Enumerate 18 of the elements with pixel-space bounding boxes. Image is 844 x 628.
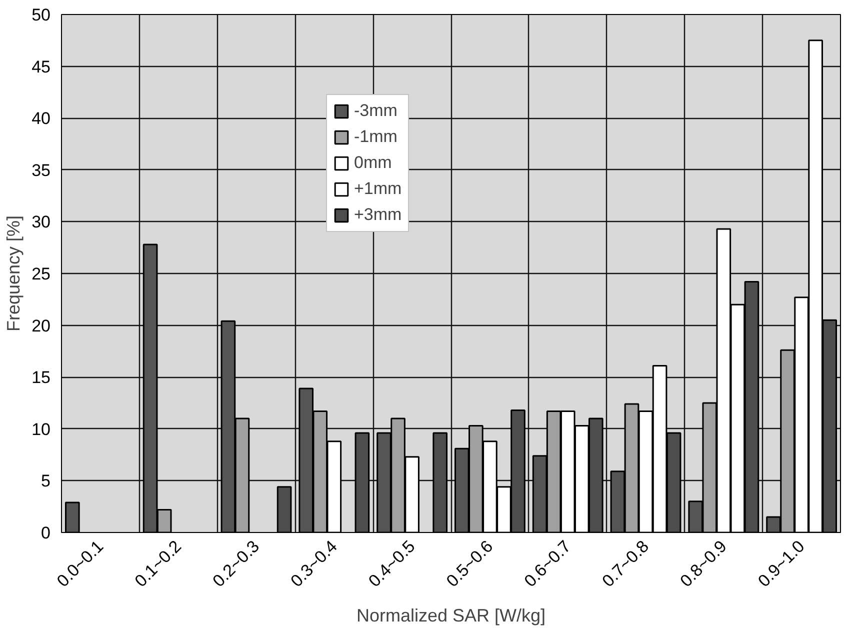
legend-label: +3mm	[354, 205, 402, 225]
legend-label: 0mm	[354, 153, 392, 173]
legend-label: -3mm	[354, 101, 398, 121]
y-tick-label: 5	[41, 472, 51, 491]
y-tick-label: 30	[32, 212, 51, 232]
y-tick-label: 15	[32, 368, 51, 388]
x-axis-title: Normalized SAR [W/kg]	[356, 605, 546, 626]
legend-label: -1mm	[354, 127, 398, 147]
y-tick-label: 50	[32, 6, 51, 24]
legend-label: +1mm	[354, 179, 402, 199]
y-tick-label: 0	[41, 524, 51, 542]
y-tick-label: 40	[32, 109, 51, 128]
y-tick-label: 20	[32, 316, 51, 336]
y-axis-title: Frequency [%]	[4, 215, 24, 332]
y-tick-label: 25	[32, 264, 51, 284]
y-tick-label: 10	[32, 420, 51, 439]
y-tick-label: 45	[32, 57, 51, 76]
y-tick-label: 35	[32, 160, 51, 180]
